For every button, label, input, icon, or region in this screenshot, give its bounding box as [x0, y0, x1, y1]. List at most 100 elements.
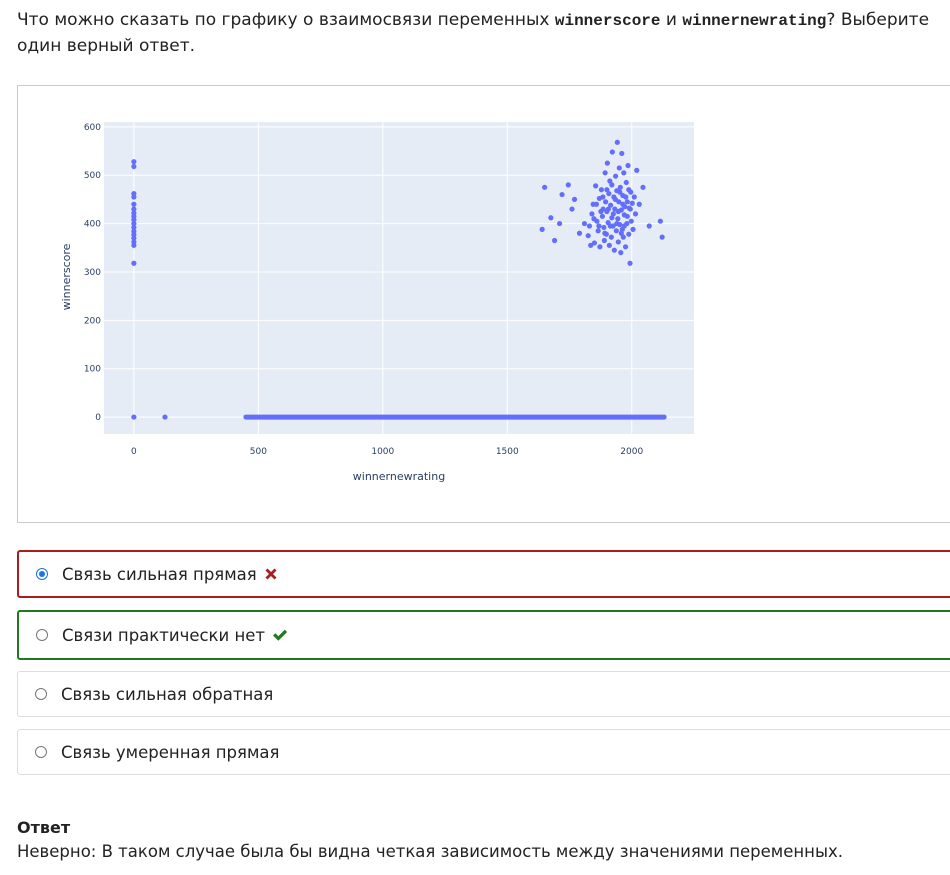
y-tick-label: 100: [84, 365, 101, 375]
x-tick-label: 1000: [371, 447, 394, 457]
option-moderate-positive[interactable]: Связь умеренная прямая: [17, 729, 950, 775]
data-point: [620, 234, 626, 240]
data-point: [624, 199, 630, 205]
data-point: [601, 224, 607, 231]
data-point: [612, 173, 619, 179]
data-point: [588, 242, 594, 248]
data-point: [162, 414, 168, 420]
checkmark-icon: [273, 629, 288, 641]
data-point: [602, 230, 608, 236]
data-point: [615, 208, 621, 215]
data-point: [618, 250, 624, 256]
question-part: Что можно сказать по графику о взаимосвя…: [17, 10, 555, 30]
question-text: Что можно сказать по графику о взаимосвя…: [17, 8, 947, 59]
variable-winnernewrating: winnernewrating: [682, 12, 827, 30]
data-point: [617, 184, 623, 190]
data-point: [657, 218, 663, 224]
data-point: [591, 216, 597, 222]
data-point: [551, 237, 558, 244]
data-point: [620, 201, 626, 207]
data-point: [131, 163, 137, 170]
answer-feedback: Неверно: В таком случае была бы видна че…: [17, 842, 843, 861]
scatter-plot-figure: 0 500 1000 1500 2000 0 100 200 300 400 500 600 winne…: [17, 85, 950, 523]
data-point: [131, 414, 137, 420]
data-point: [600, 194, 606, 200]
data-point: [610, 211, 616, 217]
data-point: [615, 216, 621, 222]
data-point: [606, 242, 612, 248]
option-label: Связь сильная обратная: [61, 684, 274, 704]
data-point: [131, 224, 137, 231]
radio-icon[interactable]: [35, 688, 47, 700]
data-point: [626, 231, 632, 237]
data-point: [612, 196, 618, 202]
data-point: [131, 220, 137, 227]
scatter-plot: 0 500 1000 1500 2000 0 100 200 300 400 500 600 winne…: [60, 122, 694, 483]
data-point: [589, 211, 595, 217]
y-tick-label: 400: [84, 220, 101, 230]
y-tick-label: 200: [84, 316, 101, 326]
data-point: [599, 213, 605, 219]
data-point: [602, 170, 608, 176]
x-tick-label: 1500: [496, 447, 519, 457]
data-point: [613, 228, 619, 234]
data-point: [609, 149, 615, 155]
data-point: [627, 260, 633, 266]
data-point: [629, 200, 635, 206]
data-point: [603, 199, 609, 205]
cross-icon: [265, 568, 277, 580]
option-label: Связь сильная прямая: [62, 564, 257, 584]
data-point: [628, 218, 634, 224]
y-tick-label: 0: [95, 413, 101, 423]
x-tick-label: 500: [250, 447, 267, 457]
data-point: [619, 150, 625, 157]
data-point: [616, 165, 622, 171]
answer-title: Ответ: [17, 818, 71, 837]
radio-icon[interactable]: [36, 629, 48, 641]
data-point: [605, 206, 611, 212]
data-point: [131, 159, 137, 165]
data-point: [586, 223, 593, 229]
question-part: ? Выберите один верный ответ.: [17, 10, 930, 56]
data-point: [608, 234, 614, 240]
option-no-relation[interactable]: Связи практически нет: [17, 610, 950, 660]
x-axis-label: winnernewrating: [353, 470, 445, 483]
data-point: [591, 240, 598, 246]
data-point: [625, 162, 631, 169]
radio-icon[interactable]: [35, 746, 47, 758]
data-point: [636, 201, 642, 207]
y-axis-label: winnerscore: [60, 243, 73, 310]
plot-background: [104, 122, 694, 434]
y-tick-label: 500: [84, 171, 101, 181]
data-point: [597, 244, 603, 250]
data-point: [614, 139, 620, 145]
data-point: [617, 189, 623, 195]
data-point: [131, 260, 137, 266]
data-point: [640, 184, 646, 190]
data-point: [607, 178, 613, 184]
data-point: [632, 211, 639, 217]
data-point: [131, 242, 137, 248]
data-point: [659, 234, 665, 240]
data-point: [131, 194, 137, 200]
data-point: [131, 235, 137, 241]
question-part: и: [660, 10, 683, 30]
data-point: [623, 194, 629, 200]
data-point: [604, 187, 610, 193]
data-point: [585, 233, 591, 239]
data-point: [626, 187, 632, 193]
radio-checked-icon[interactable]: [36, 568, 48, 580]
data-point: [556, 220, 563, 227]
option-strong-positive[interactable]: Связь сильная прямая: [17, 550, 950, 598]
data-point: [608, 202, 614, 208]
data-point: [559, 191, 565, 198]
data-point: [607, 223, 613, 229]
data-point: [601, 237, 607, 244]
data-point: [630, 226, 636, 232]
data-point: [593, 183, 599, 189]
data-point: [627, 206, 633, 212]
data-point: [131, 206, 137, 212]
option-strong-negative[interactable]: Связь сильная обратная: [17, 671, 950, 717]
data-point: [565, 182, 571, 188]
data-point: [131, 217, 137, 223]
